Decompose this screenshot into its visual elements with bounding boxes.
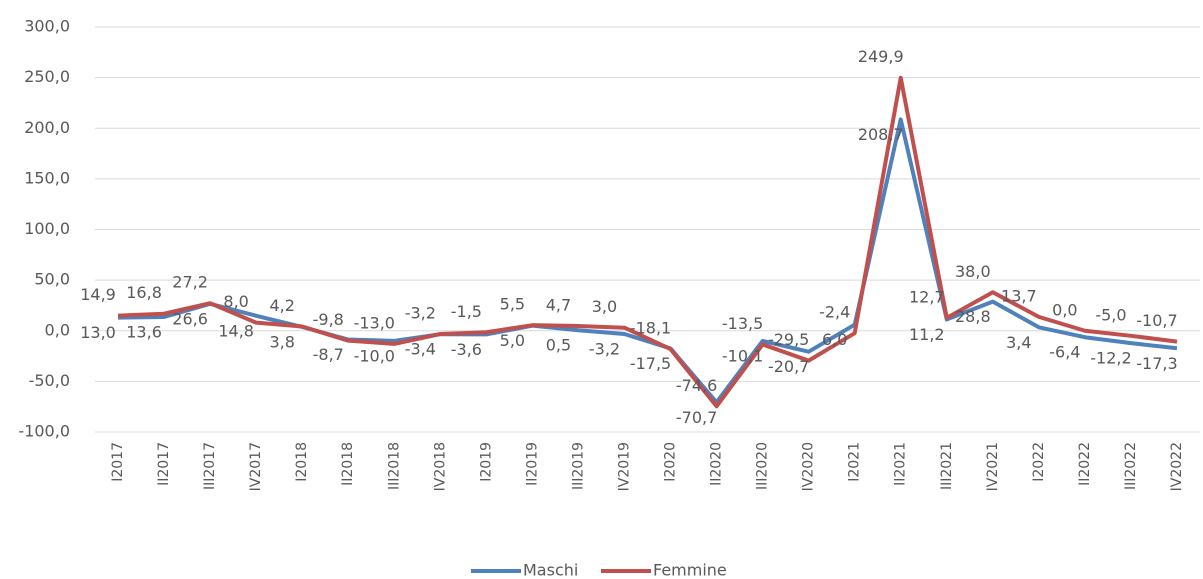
- data-label: 4,7: [546, 295, 571, 314]
- data-label: 5,5: [500, 295, 525, 314]
- data-label: 13,7: [1001, 286, 1037, 305]
- x-tick-label: II2018: [340, 442, 356, 486]
- y-tick-label: 0,0: [45, 320, 70, 339]
- x-tick-label: II2022: [1077, 442, 1093, 486]
- data-label: -3,2: [405, 303, 436, 322]
- data-label: -3,2: [589, 339, 620, 358]
- data-label: 0,5: [546, 336, 571, 355]
- x-tick-label: III2018: [386, 442, 402, 490]
- data-label: -8,7: [313, 345, 344, 364]
- x-tick-label: IV2019: [616, 442, 632, 491]
- data-label: 4,2: [269, 296, 294, 315]
- x-tick-label: I2019: [478, 442, 494, 482]
- data-label: 28,8: [955, 307, 991, 326]
- y-tick-label: -50,0: [29, 371, 70, 390]
- data-label: -10,7: [1136, 311, 1177, 330]
- y-tick-label: 150,0: [24, 168, 70, 187]
- x-tick-label: I2022: [1031, 442, 1047, 482]
- y-tick-label: 50,0: [34, 270, 70, 289]
- data-label: 38,0: [955, 262, 991, 281]
- data-label: 14,8: [218, 321, 254, 340]
- data-label: 13,0: [80, 323, 116, 342]
- y-tick-label: 250,0: [24, 67, 70, 86]
- data-label: -5,0: [1095, 305, 1126, 324]
- x-tick-label: III2020: [755, 442, 771, 490]
- x-tick-label: I2018: [294, 442, 310, 482]
- data-label: 249,9: [858, 47, 904, 66]
- x-tick-label: I2017: [110, 442, 126, 482]
- data-label: -17,3: [1136, 354, 1177, 373]
- data-label: -3,6: [451, 340, 482, 359]
- x-tick-label: IV2018: [432, 442, 448, 491]
- data-label: 0,0: [1052, 300, 1077, 319]
- data-label: 12,7: [909, 287, 945, 306]
- y-tick-label: 200,0: [24, 118, 70, 137]
- y-tick-label: 300,0: [24, 17, 70, 36]
- data-label: 8,0: [223, 292, 248, 311]
- data-label: -29,5: [768, 330, 809, 349]
- x-tick-label: IV2022: [1169, 442, 1185, 491]
- data-label: -6,4: [1049, 343, 1080, 362]
- data-label: -18,1: [630, 319, 671, 338]
- data-label: 3,8: [269, 332, 294, 351]
- y-tick-label: 100,0: [24, 219, 70, 238]
- x-tick-label: IV2020: [801, 442, 817, 491]
- x-tick-label: IV2021: [985, 442, 1001, 491]
- data-label: -70,7: [676, 408, 717, 427]
- x-tick-label: II2021: [893, 442, 909, 486]
- series-line: [117, 75, 1178, 409]
- legend-label: Femmine: [653, 561, 727, 579]
- x-tick-label: II2020: [709, 442, 725, 486]
- data-label: -2,4: [819, 303, 850, 322]
- x-tick-label: III2017: [202, 442, 218, 490]
- x-tick-label: III2021: [939, 442, 955, 490]
- data-label: -10,1: [722, 346, 763, 365]
- data-label: 5,0: [500, 331, 525, 350]
- data-label: -12,2: [1090, 349, 1131, 368]
- data-label: 16,8: [126, 283, 162, 302]
- data-label: -3,4: [405, 340, 436, 359]
- data-label: -17,5: [630, 354, 671, 373]
- data-label: -20,7: [768, 357, 809, 376]
- data-label: 27,2: [172, 273, 208, 292]
- x-tick-label: II2019: [524, 442, 540, 486]
- x-tick-label: III2022: [1123, 442, 1139, 490]
- data-label: 13,6: [126, 322, 162, 341]
- data-label: 208,7: [858, 125, 904, 144]
- data-label: -10,0: [354, 346, 395, 365]
- data-label: -1,5: [451, 302, 482, 321]
- y-tick-label: -100,0: [18, 422, 70, 441]
- data-label: 6,0: [822, 330, 847, 349]
- x-tick-label: IV2017: [248, 442, 264, 491]
- x-tick-label: II2017: [156, 442, 172, 486]
- data-label: 26,6: [172, 309, 208, 328]
- x-tick-label: III2019: [570, 442, 586, 490]
- data-label: 14,9: [80, 285, 116, 304]
- data-label: 3,4: [1006, 333, 1031, 352]
- data-label: -13,0: [354, 313, 395, 332]
- legend-label: Maschi: [523, 561, 578, 579]
- x-tick-label: I2020: [663, 442, 679, 482]
- data-label: 3,0: [592, 297, 617, 316]
- data-label: -74,6: [676, 376, 717, 395]
- data-label: 11,2: [909, 325, 945, 344]
- data-label: -9,8: [313, 310, 344, 329]
- x-tick-label: I2021: [847, 442, 863, 482]
- data-label: -13,5: [722, 314, 763, 333]
